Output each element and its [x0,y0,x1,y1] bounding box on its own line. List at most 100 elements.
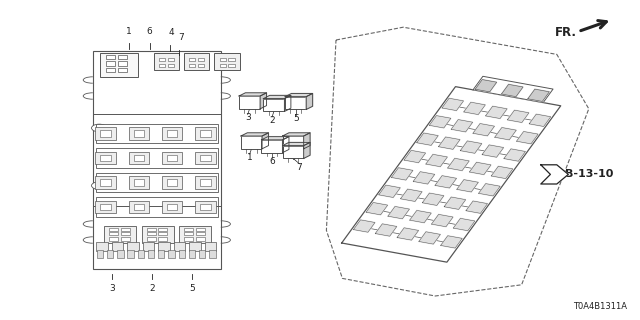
Bar [100,53,138,77]
Polygon shape [486,106,507,118]
Bar [205,242,216,251]
Polygon shape [429,116,451,128]
Bar [147,228,156,231]
Bar [196,232,205,235]
Bar [195,201,216,213]
Bar [127,242,139,251]
Polygon shape [473,76,553,103]
Polygon shape [473,124,495,136]
Bar [200,204,211,210]
Bar [104,226,136,243]
Bar [167,155,177,161]
Text: 4: 4 [169,28,174,37]
Polygon shape [466,201,488,213]
Bar [129,176,149,189]
Polygon shape [413,172,435,184]
Text: FR.: FR. [554,26,577,39]
Polygon shape [397,228,419,240]
Text: 3: 3 [245,113,250,122]
Bar [184,53,209,70]
Bar [106,55,115,59]
Polygon shape [262,137,289,140]
Bar [109,237,118,241]
Polygon shape [241,133,269,136]
Bar [184,228,193,231]
Bar [196,228,205,231]
Bar [168,250,175,258]
Text: 5: 5 [293,114,298,123]
Bar [129,127,149,140]
Bar [220,64,226,67]
Bar [96,197,218,217]
Bar [158,237,167,241]
Bar [134,179,144,186]
Bar [168,58,174,61]
Polygon shape [264,95,291,99]
Bar [121,228,130,231]
Polygon shape [528,89,549,101]
Polygon shape [426,154,447,167]
Bar [214,53,240,70]
Bar [127,250,134,258]
Bar [95,152,116,164]
Bar [199,250,205,258]
Bar [129,201,149,213]
Bar [93,51,221,269]
Bar [158,232,167,235]
Bar [111,242,123,251]
Polygon shape [460,141,482,153]
Bar [121,237,130,241]
Text: 5: 5 [189,284,195,293]
Bar [148,250,154,258]
Polygon shape [404,150,426,163]
Bar [179,226,211,243]
Bar [147,232,156,235]
Bar [262,140,283,153]
Text: 4: 4 [290,153,295,162]
Bar [209,250,216,258]
Polygon shape [448,158,469,171]
Bar [100,155,111,161]
Polygon shape [239,93,267,96]
Polygon shape [442,98,463,111]
Polygon shape [417,133,438,145]
Circle shape [92,182,107,189]
Polygon shape [502,84,523,97]
Bar [96,242,108,251]
Bar [117,250,124,258]
Bar [167,179,177,186]
Bar [283,136,304,149]
Bar [195,176,216,189]
Bar [96,148,218,168]
Polygon shape [479,184,500,196]
Bar [198,58,204,61]
Bar [285,97,307,109]
Polygon shape [464,102,485,115]
Bar [200,155,211,161]
Bar [162,152,182,164]
Bar [100,130,111,137]
Bar [121,232,130,235]
Bar [158,242,170,251]
Bar [143,242,154,251]
Bar [118,61,127,66]
Bar [173,242,185,251]
Bar [228,64,235,67]
Polygon shape [451,120,473,132]
Bar [118,68,127,72]
Bar [179,250,185,258]
Polygon shape [495,128,516,140]
Bar [100,179,111,186]
Bar [196,237,205,241]
Bar [184,232,193,235]
Bar [264,99,285,111]
Bar [96,173,218,192]
Polygon shape [492,166,513,179]
Polygon shape [457,180,478,192]
Polygon shape [541,165,568,184]
Bar [106,61,115,66]
Text: 6: 6 [269,157,275,166]
Polygon shape [283,133,310,136]
Bar [95,176,116,189]
Polygon shape [353,220,375,232]
